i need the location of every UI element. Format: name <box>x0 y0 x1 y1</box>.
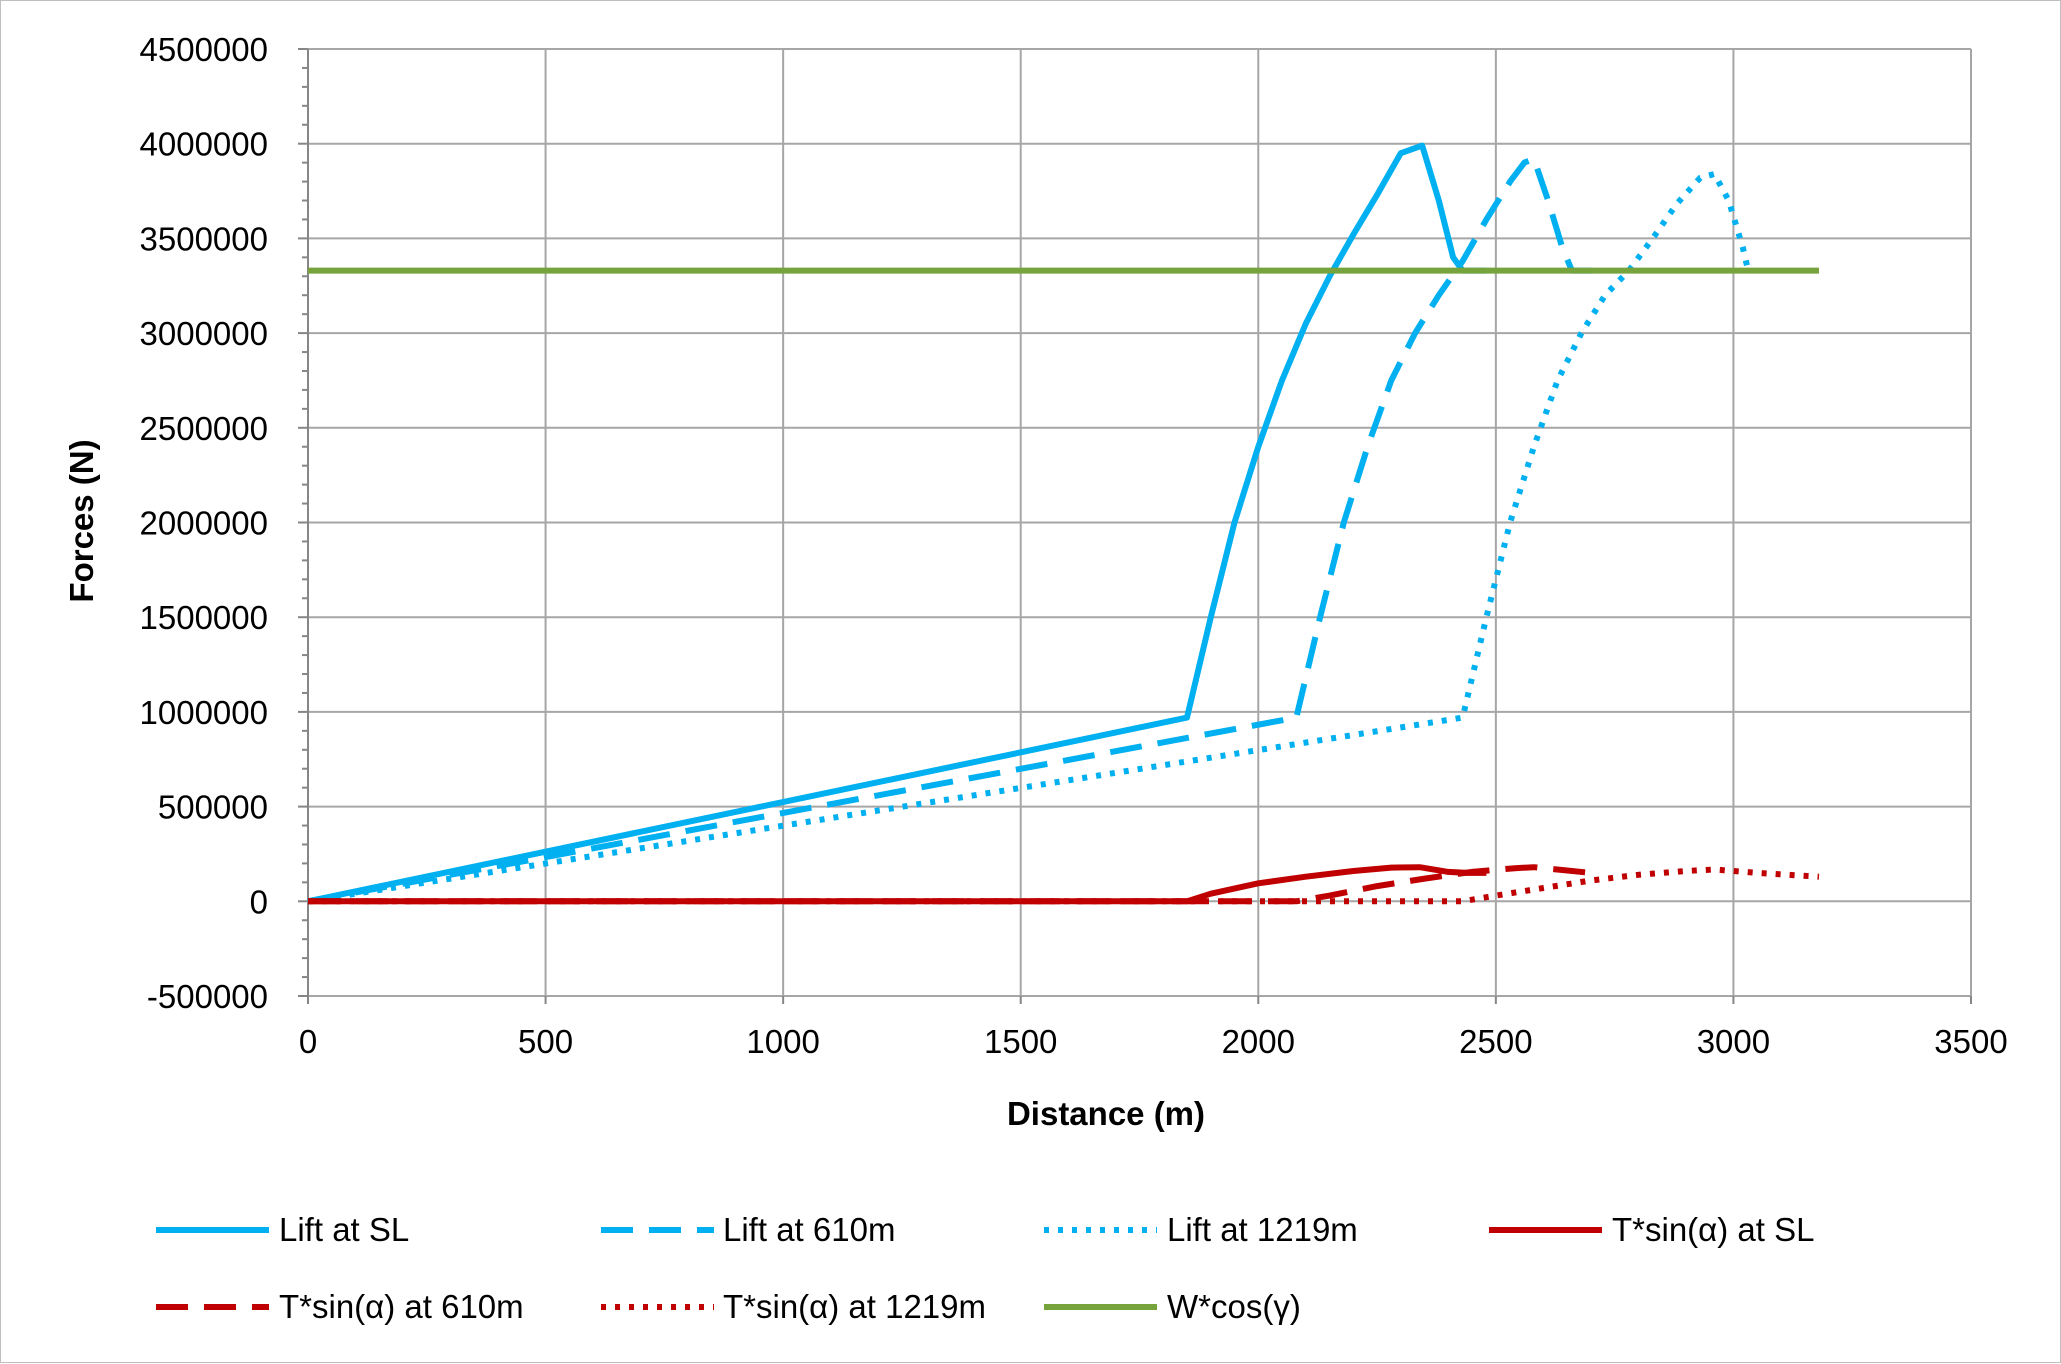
legend-label: T*sin(α) at 610m <box>279 1288 524 1325</box>
legend-label: Lift at SL <box>279 1211 409 1248</box>
axes <box>298 48 1972 1004</box>
y-tick-label: 2500000 <box>140 410 268 447</box>
y-axis-title: Forces (N) <box>63 439 100 602</box>
y-tick-label: 0 <box>250 883 268 920</box>
y-tick-label: 4000000 <box>140 126 268 163</box>
legend-label: Lift at 1219m <box>1167 1211 1358 1248</box>
legend-label: Lift at 610m <box>723 1211 895 1248</box>
legend-label: T*sin(α) at SL <box>1612 1211 1814 1248</box>
series-line <box>307 171 1751 905</box>
legend-label: W*cos(γ) <box>1167 1288 1301 1325</box>
y-tick-label: 3500000 <box>140 220 268 257</box>
legend: Lift at SL Lift at 610m Lift at 1219m T*sin… <box>156 1211 1814 1325</box>
y-tick-label: 2000000 <box>140 505 268 542</box>
x-tick-label: 2500 <box>1459 1023 1532 1060</box>
y-tick-label: 1500000 <box>140 599 268 636</box>
series-line <box>308 864 1592 905</box>
tick-labels: 0 500 1000 1500 2000 2500 3000 3500 -500000 0 5000… <box>140 31 2008 1060</box>
x-tick-label: 500 <box>518 1023 573 1060</box>
y-tick-label: -500000 <box>147 978 268 1015</box>
y-tick-label: 3000000 <box>140 315 268 352</box>
y-tick-label: 4500000 <box>140 31 268 68</box>
series-line <box>308 864 1487 905</box>
x-tick-label: 1000 <box>746 1023 819 1060</box>
x-axis-title: Distance (m) <box>1007 1095 1205 1132</box>
x-tick-label: 2000 <box>1222 1023 1295 1060</box>
y-tick-label: 1000000 <box>140 694 268 731</box>
x-tick-label: 3000 <box>1697 1023 1770 1060</box>
x-tick-label: 0 <box>299 1023 317 1060</box>
series-lines <box>307 142 1820 905</box>
legend-label: T*sin(α) at 1219m <box>723 1288 986 1325</box>
y-tick-label: 500000 <box>158 789 268 826</box>
x-tick-label: 1500 <box>984 1023 1057 1060</box>
series-line <box>308 866 1820 905</box>
series-line <box>307 155 1601 905</box>
series-line <box>307 142 1487 905</box>
x-tick-label: 3500 <box>1934 1023 2007 1060</box>
